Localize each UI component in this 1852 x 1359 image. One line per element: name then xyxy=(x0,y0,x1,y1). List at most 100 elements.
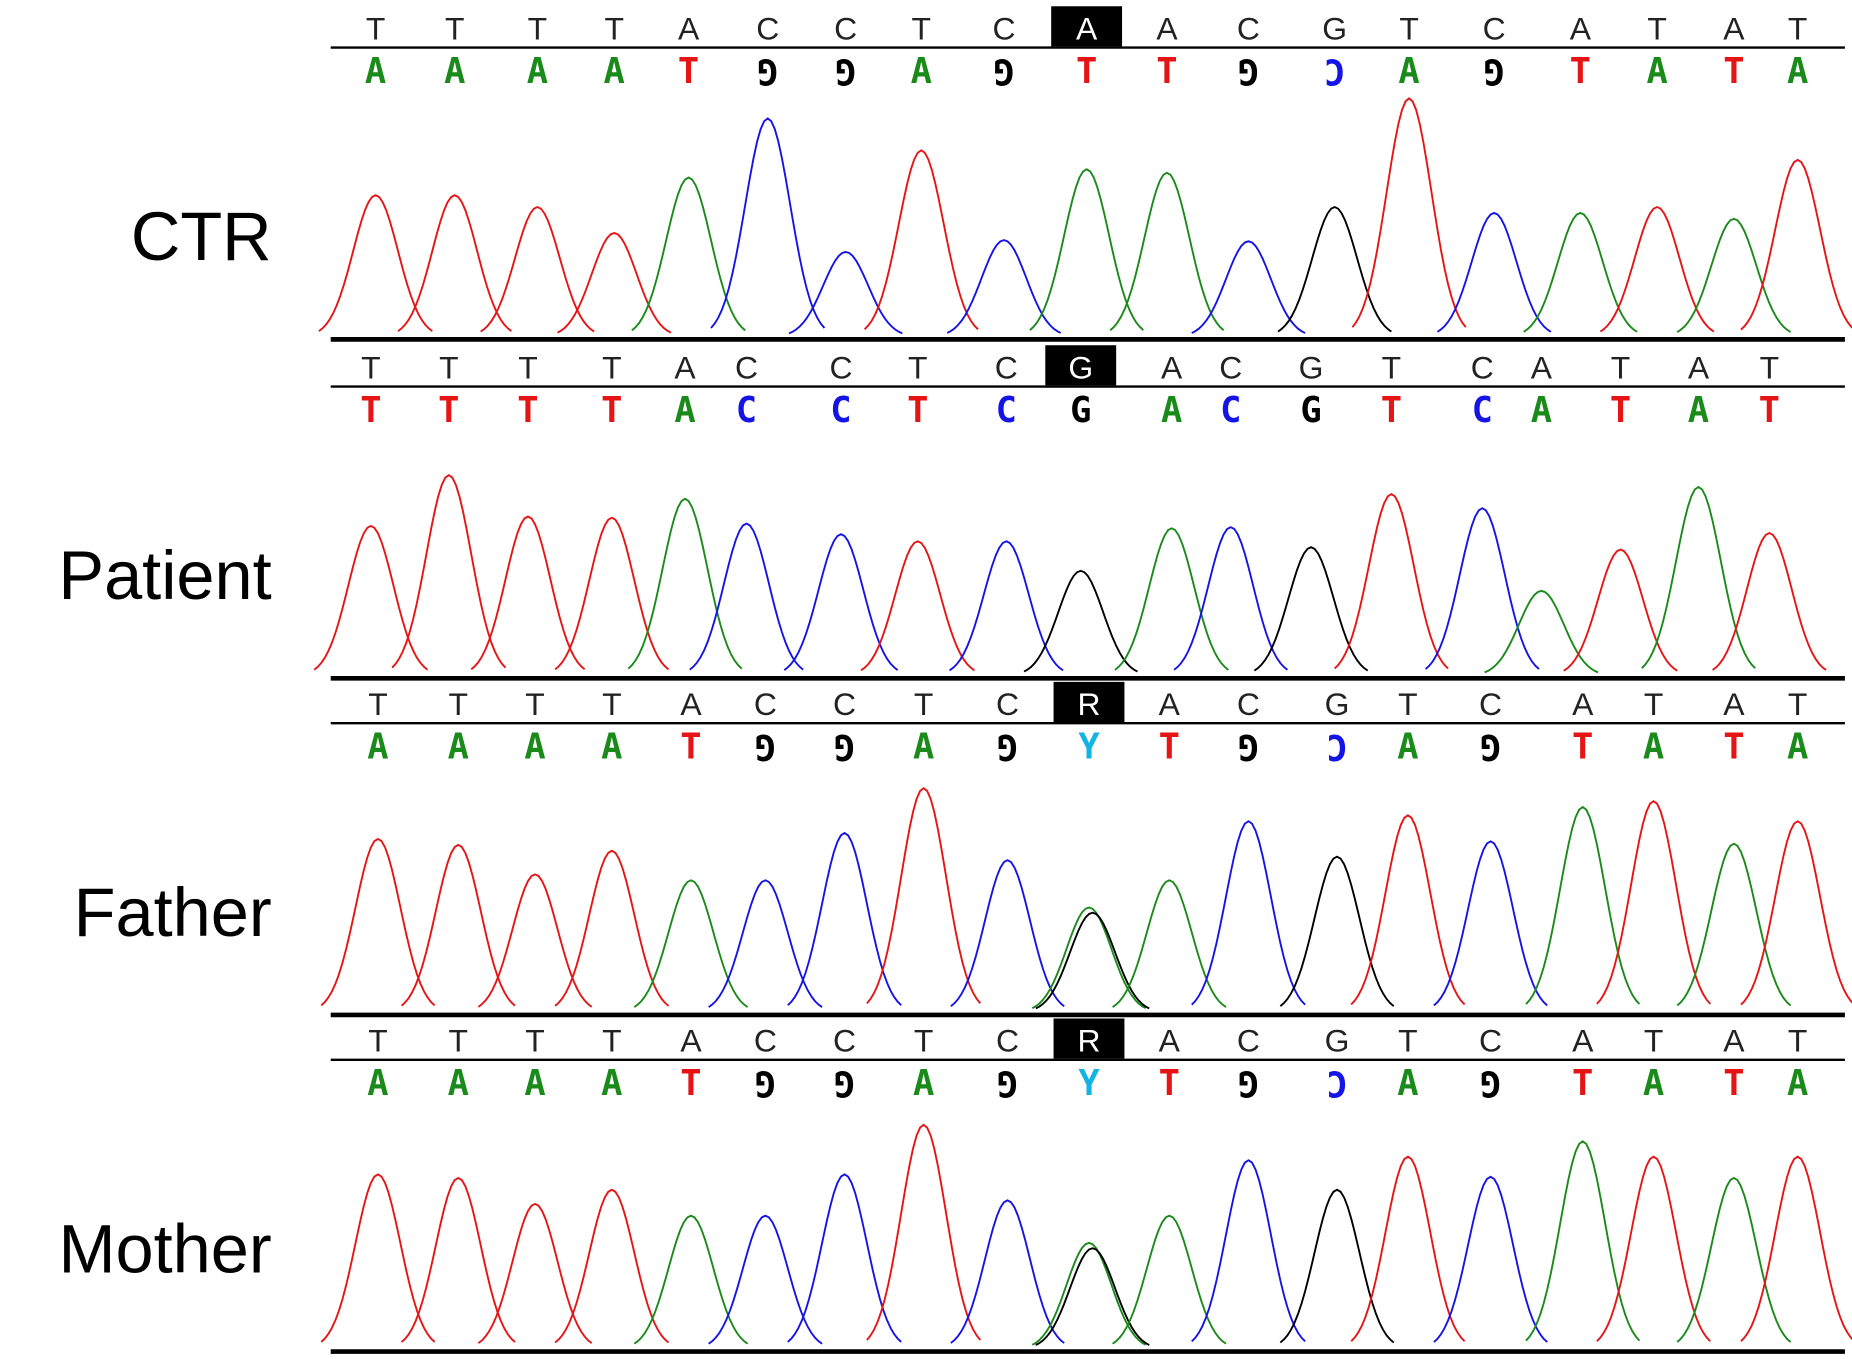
called-base: C xyxy=(1324,50,1345,91)
reference-base: C xyxy=(754,686,777,722)
reference-base: T xyxy=(1788,686,1807,722)
reference-base: A xyxy=(680,686,702,722)
trace-peak xyxy=(1676,1176,1792,1343)
reference-base: A xyxy=(1572,686,1594,722)
called-base: G xyxy=(1238,50,1259,91)
reference-base: R xyxy=(1077,1023,1100,1059)
called-base: A xyxy=(913,1063,934,1104)
called-base: A xyxy=(367,1063,388,1104)
reference-base: C xyxy=(1479,1023,1502,1059)
reference-base: A xyxy=(1688,349,1710,385)
called-base: C xyxy=(1472,390,1493,431)
trace-peak xyxy=(783,533,899,671)
called-base: C xyxy=(996,390,1017,431)
reference-base: T xyxy=(1611,349,1630,385)
reference-base: A xyxy=(674,349,696,385)
trace-peak xyxy=(863,149,979,330)
reference-base: C xyxy=(996,686,1019,722)
reference-base: C xyxy=(834,10,857,46)
reference-base: T xyxy=(528,10,547,46)
called-base: G xyxy=(834,726,855,767)
called-base: G xyxy=(1070,390,1091,431)
trace-peak xyxy=(397,194,513,332)
trace-peak xyxy=(787,831,902,1006)
reference-base: T xyxy=(1788,10,1807,46)
trace-peak xyxy=(1279,855,1395,1007)
reference-base: G xyxy=(1299,349,1324,385)
trace-peak xyxy=(318,194,433,332)
reference-base: T xyxy=(1647,10,1666,46)
called-base: T xyxy=(438,390,459,431)
trace-peak xyxy=(1599,206,1715,333)
reference-base: T xyxy=(449,1023,468,1059)
called-base: T xyxy=(1381,390,1402,431)
trace-peak xyxy=(1712,531,1827,671)
reference-base: T xyxy=(602,349,621,385)
reference-base: C xyxy=(1483,10,1506,46)
panel-label: Mother xyxy=(58,1210,271,1287)
reference-base: C xyxy=(735,349,758,385)
reference-base: T xyxy=(912,10,931,46)
reference-base: G xyxy=(1325,686,1350,722)
highlight-box xyxy=(1051,6,1123,47)
trace-peak xyxy=(391,474,507,669)
trace-peak xyxy=(1173,526,1289,671)
trace-peak xyxy=(1676,217,1792,333)
trace-peak xyxy=(1740,158,1852,331)
reference-base: A xyxy=(1572,1023,1594,1059)
reference-base: T xyxy=(366,10,385,46)
reference-base: T xyxy=(602,1023,621,1059)
called-base: Y xyxy=(1078,727,1100,768)
reference-base: T xyxy=(604,10,623,46)
reference-base: T xyxy=(518,349,537,385)
reference-base: A xyxy=(1076,10,1098,46)
trace-peak xyxy=(1277,206,1392,333)
reference-base: C xyxy=(995,349,1018,385)
reference-base: A xyxy=(1159,1023,1181,1059)
called-base: T xyxy=(360,390,381,431)
trace-peak xyxy=(1641,485,1756,669)
reference-base: T xyxy=(361,349,380,385)
called-base: A xyxy=(1646,51,1667,92)
trace-peak xyxy=(554,849,670,1007)
called-base: A xyxy=(1398,51,1419,92)
called-base: T xyxy=(1076,51,1097,92)
trace-peak xyxy=(950,859,1065,1008)
called-base: G xyxy=(755,1063,776,1104)
reference-base: A xyxy=(1570,10,1592,46)
trace-peak xyxy=(1596,1155,1711,1342)
reference-base: G xyxy=(1068,349,1093,385)
called-base: T xyxy=(1723,1063,1744,1104)
trace-peak xyxy=(1525,1140,1641,1342)
called-base: G xyxy=(1480,726,1501,767)
called-base: T xyxy=(680,1063,701,1104)
trace-peak xyxy=(866,1123,982,1341)
trace-peak xyxy=(1191,1159,1306,1343)
trace-peak xyxy=(320,1173,436,1343)
called-base: T xyxy=(1159,727,1180,768)
trace-peak xyxy=(1436,211,1552,333)
called-base: A xyxy=(1161,390,1182,431)
called-base: G xyxy=(834,1063,855,1104)
called-base: G xyxy=(1238,1063,1259,1104)
reference-base: A xyxy=(1723,10,1745,46)
trace-peak xyxy=(1563,548,1678,672)
called-base: A xyxy=(1397,727,1418,768)
reference-base: T xyxy=(1788,1023,1807,1059)
reference-base: C xyxy=(754,1023,777,1059)
trace-peak xyxy=(708,879,823,1008)
highlight-box xyxy=(1053,1018,1125,1059)
trace-peak xyxy=(1031,1241,1147,1346)
called-base: T xyxy=(601,390,622,431)
trace-peak xyxy=(627,497,743,670)
called-base: C xyxy=(1220,390,1241,431)
reference-base: T xyxy=(1644,1023,1663,1059)
trace-peak xyxy=(1433,1175,1548,1343)
called-base: A xyxy=(674,390,695,431)
called-base: C xyxy=(830,390,851,431)
